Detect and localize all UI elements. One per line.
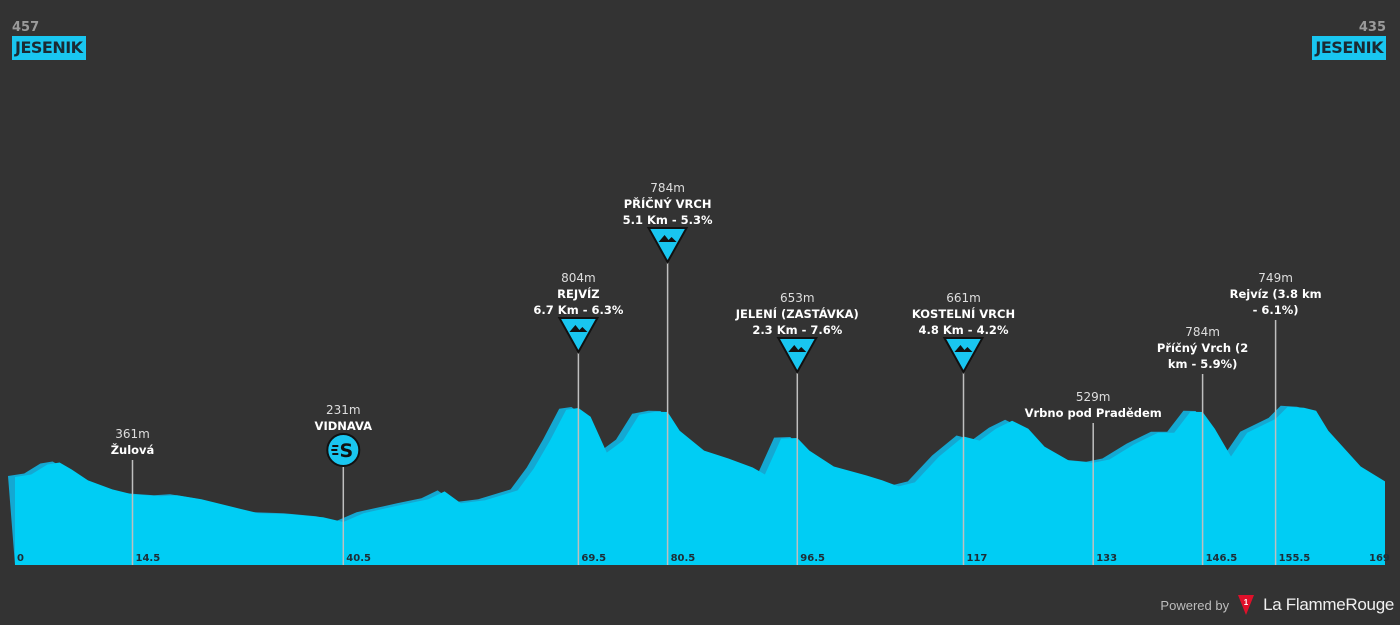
- marker-altitude: 784m: [650, 181, 685, 195]
- start-town: JESENIK: [12, 36, 86, 60]
- km-tick-label: 14.5: [136, 553, 161, 564]
- climb-marker: [646, 227, 689, 265]
- km-tick-label: 146.5: [1206, 553, 1238, 564]
- marker-altitude: 529m: [1076, 390, 1111, 404]
- marker-name: VIDNAVA: [315, 419, 373, 433]
- km-tick-label: 155.5: [1279, 553, 1311, 564]
- marker-detail: - 6.1%): [1253, 303, 1299, 317]
- climb-marker: [776, 337, 818, 375]
- km-tick-label: 117: [967, 553, 988, 564]
- sprint-marker: [326, 433, 361, 467]
- sprint-speed-lines-icon: [331, 445, 339, 455]
- marker-altitude: 653m: [780, 291, 815, 305]
- km-tick-label: 133: [1096, 553, 1117, 564]
- marker-name: PŘÍČNÝ VRCH: [624, 196, 712, 211]
- marker-detail: 5.1 Km - 5.3%: [623, 213, 713, 227]
- brand-name: La FlammeRouge: [1263, 595, 1394, 614]
- flamme-rouge-logo-icon: 1: [1238, 595, 1255, 615]
- marker-altitude: 661m: [946, 291, 981, 305]
- powered-by-footer: Powered by 1 La FlammeRouge: [1160, 594, 1394, 616]
- svg-text:1: 1: [1244, 598, 1249, 607]
- km-tick-label: 40.5: [346, 553, 371, 564]
- marker-name: Vrbno pod Pradědem: [1025, 406, 1162, 420]
- climb-marker: [557, 317, 600, 355]
- mountain-icon: [954, 345, 973, 352]
- marker-name: JELENÍ (ZASTÁVKA): [735, 306, 859, 321]
- marker-detail: 2.3 Km - 7.6%: [752, 323, 842, 337]
- start-label: 457 JESENIK: [12, 20, 86, 60]
- start-altitude: 457: [12, 20, 40, 35]
- km-tick-label: 0: [17, 553, 24, 564]
- marker-detail: 6.7 Km - 6.3%: [533, 303, 623, 317]
- marker-altitude: 749m: [1258, 271, 1293, 285]
- marker-name: REJVÍZ: [557, 286, 600, 301]
- marker-detail: km - 5.9%): [1168, 357, 1238, 371]
- marker-name: KOSTELNÍ VRCH: [912, 306, 1015, 321]
- marker-detail: 4.8 Km - 4.2%: [919, 323, 1009, 337]
- powered-by-text: Powered by: [1160, 597, 1230, 613]
- mountain-icon: [569, 325, 588, 332]
- km-tick-label: 80.5: [671, 553, 696, 564]
- km-tick-label: 69.5: [581, 553, 606, 564]
- climb-marker: [942, 337, 985, 375]
- mountain-icon: [788, 345, 807, 352]
- sprint-icon: S: [339, 440, 353, 462]
- km-tick-label: 96.5: [800, 553, 825, 564]
- finish-altitude: 435: [1358, 20, 1386, 35]
- marker-name: Rejvíz (3.8 km: [1230, 287, 1322, 301]
- marker-altitude: 784m: [1185, 325, 1220, 339]
- mountain-icon: [658, 235, 677, 242]
- marker-altitude: 804m: [561, 271, 596, 285]
- marker-name: Příčný Vrch (2: [1157, 341, 1248, 355]
- profile-area: [15, 406, 1385, 565]
- marker-altitude: 361m: [115, 427, 150, 441]
- finish-label: 435 JESENIK: [1312, 20, 1386, 60]
- km-tick-label: 169: [1369, 553, 1390, 564]
- marker-name: Žulová: [111, 442, 155, 457]
- finish-town: JESENIK: [1312, 36, 1386, 60]
- marker-altitude: 231m: [326, 403, 361, 417]
